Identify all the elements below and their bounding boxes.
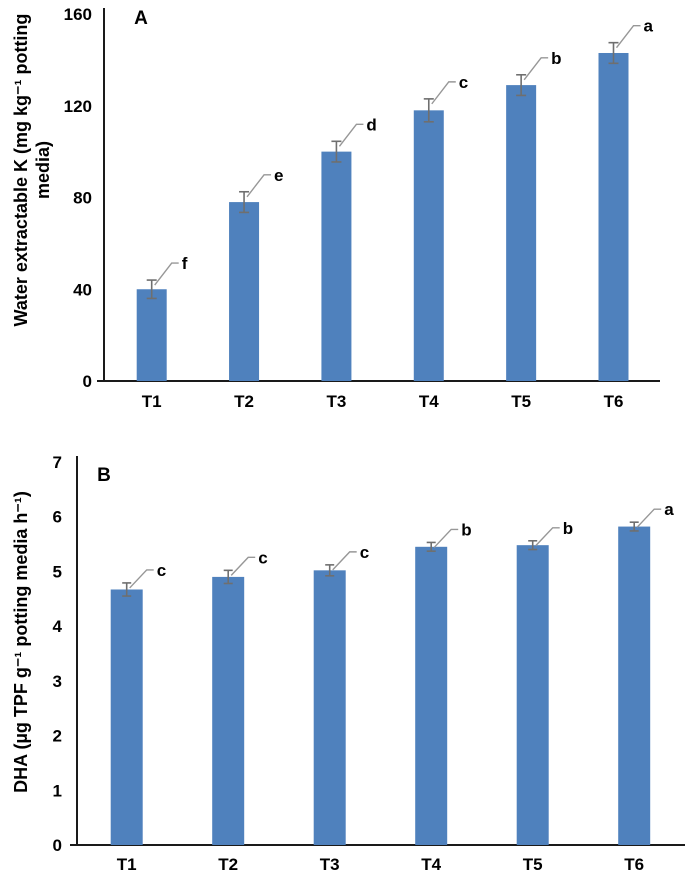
leader-line [433,528,459,548]
leader-line [615,24,641,49]
bar-T3 [321,151,352,381]
sig-letter: c [360,543,369,562]
sig-letter: f [182,254,188,273]
leader-line [129,569,154,589]
y-tick-label: 40 [73,280,92,299]
sig-letter: e [274,166,283,185]
leader-line [535,527,560,547]
bar-T2 [212,576,245,845]
bar-T3 [313,570,346,845]
y-tick-label: 120 [64,97,92,116]
y-tick-label: 1 [53,781,62,800]
leader-line [230,556,256,576]
x-tick-label: T2 [234,392,254,411]
x-tick-label: T3 [326,392,346,411]
bar-T4 [413,110,444,382]
sig-letter: c [459,73,468,92]
leader-line [523,57,549,81]
x-tick-label: T1 [117,855,137,874]
sig-letter: c [258,548,267,567]
x-tick-label: T5 [523,855,543,874]
x-tick-label: T4 [421,855,441,874]
x-tick-label: T4 [419,392,439,411]
leader-line [332,551,357,571]
sig-letter: a [664,500,674,519]
y-tick-label: 80 [73,189,92,208]
y-tick-label: 6 [53,508,62,527]
x-tick-label: T6 [624,855,644,874]
bar-T5 [516,545,549,845]
panel-label: B [97,465,111,486]
y-axis-title: Water extractable K (mg kg⁻¹ potting [11,14,31,327]
leader-line [338,123,364,147]
y-tick-label: 2 [53,727,62,746]
x-tick-label: T1 [142,392,162,411]
bar-T6 [618,526,651,845]
y-tick-label: 160 [64,5,92,24]
leader-line [154,262,179,286]
y-tick-label: 5 [53,562,62,581]
bar-T5 [506,85,537,381]
y-tick-label: 3 [53,672,62,691]
bar-T2 [229,202,260,381]
y-axis-title: media) [33,141,53,199]
y-tick-label: 4 [53,617,63,636]
y-tick-label: 0 [83,372,92,391]
sig-letter: b [551,49,561,68]
y-tick-label: 7 [53,453,62,472]
y-axis-title: DHA (µg TPF g⁻¹ potting media h⁻¹) [11,491,31,793]
leader-line [431,81,456,105]
sig-letter: a [644,17,654,36]
sig-letter: b [461,520,471,539]
leader-line [246,174,272,198]
sig-letter: c [157,561,166,580]
x-tick-label: T3 [320,855,340,874]
x-tick-label: T5 [511,392,531,411]
panel-A: Water extractable K (mg kg⁻¹ potting medi… [11,5,660,411]
leader-line [636,508,662,528]
x-tick-label: T2 [218,855,238,874]
x-tick-label: T6 [604,392,624,411]
sig-letter: d [366,115,376,134]
bar-T4 [415,546,448,845]
bar-T1 [110,589,143,845]
panel-B: DHA (µg TPF g⁻¹ potting media h⁻¹) 0 1 2 3 4 5… [11,453,685,874]
bar-T6 [598,52,629,382]
panel-label: A [134,8,148,29]
sig-letter: b [563,519,573,538]
y-tick-label: 0 [53,836,62,855]
bar-T1 [136,289,167,381]
